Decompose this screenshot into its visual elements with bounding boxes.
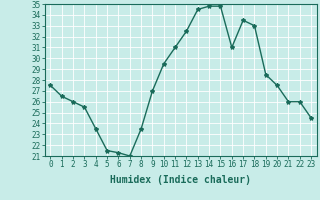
- X-axis label: Humidex (Indice chaleur): Humidex (Indice chaleur): [110, 175, 251, 185]
